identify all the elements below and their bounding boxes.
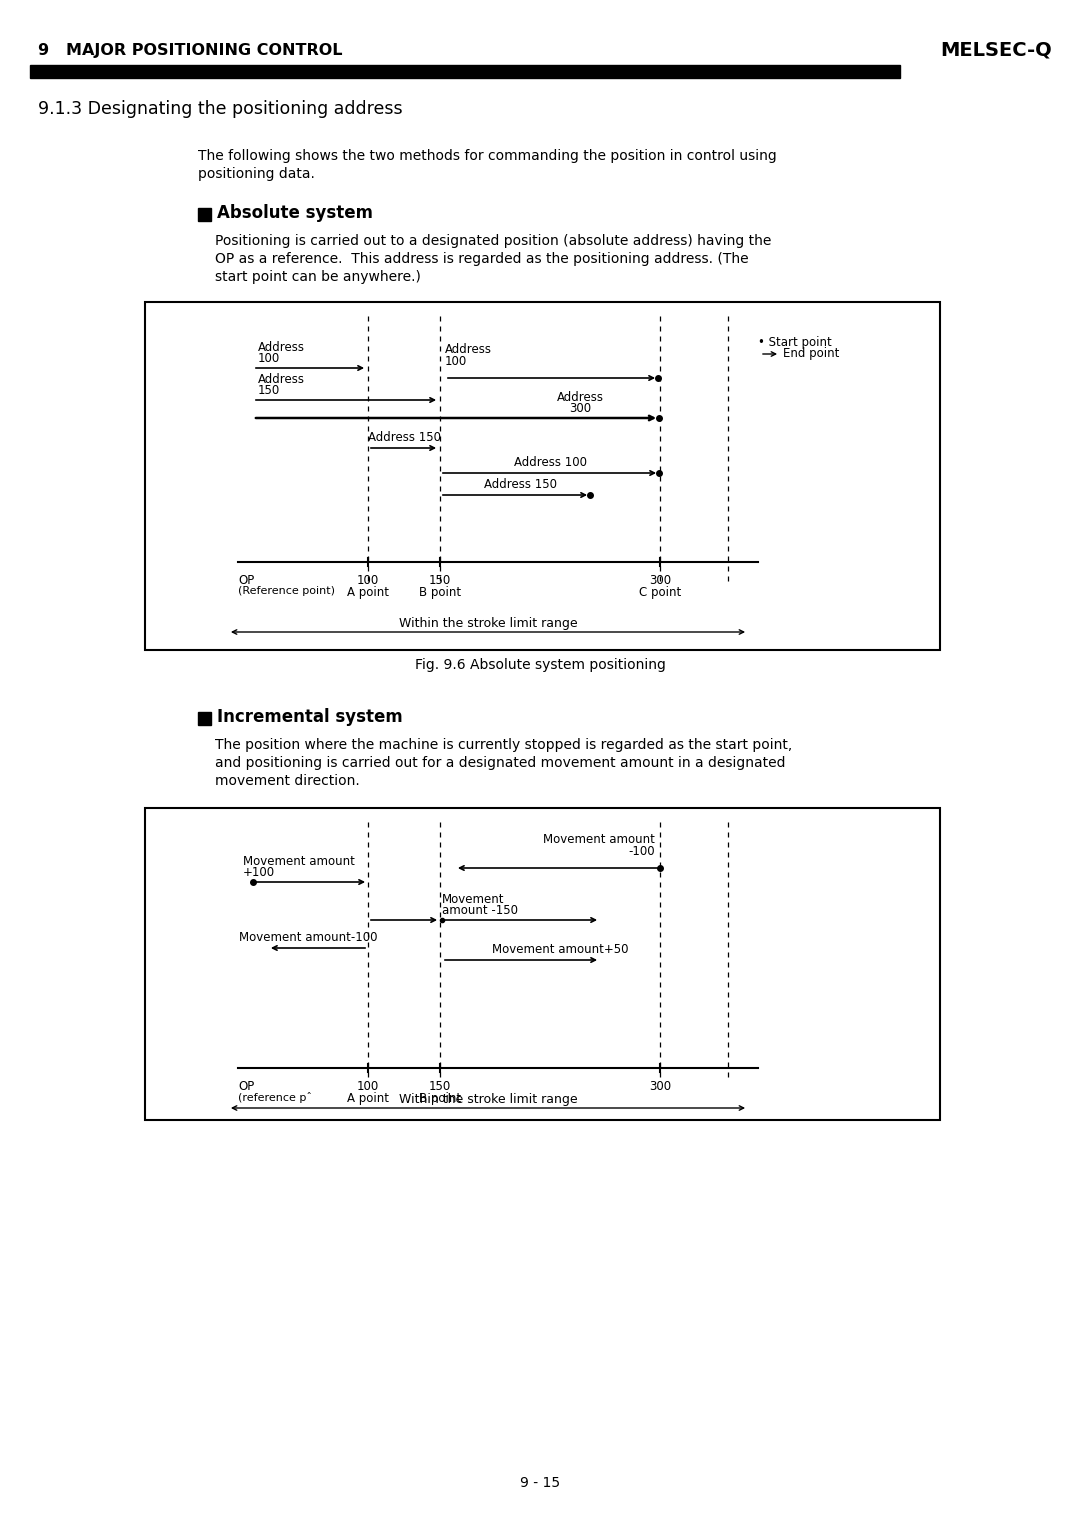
Text: 150: 150	[258, 384, 280, 397]
Text: 100: 100	[445, 354, 468, 368]
Text: Movement: Movement	[442, 892, 504, 906]
Text: OP: OP	[238, 575, 254, 587]
Text: Movement amount: Movement amount	[243, 856, 355, 868]
Text: Address: Address	[258, 341, 305, 354]
Text: Incremental system: Incremental system	[217, 707, 403, 726]
Text: • Start point: • Start point	[758, 336, 832, 348]
Text: Within the stroke limit range: Within the stroke limit range	[399, 617, 578, 630]
Text: The position where the machine is currently stopped is regarded as the start poi: The position where the machine is curren…	[215, 738, 793, 752]
Text: MELSEC-Q: MELSEC-Q	[941, 41, 1052, 60]
Text: Movement amount-100: Movement amount-100	[239, 931, 377, 944]
Text: A point: A point	[347, 1093, 389, 1105]
Text: End point: End point	[783, 347, 839, 361]
Text: 9   MAJOR POSITIONING CONTROL: 9 MAJOR POSITIONING CONTROL	[38, 43, 342, 58]
Text: +100: +100	[243, 866, 275, 879]
Text: Movement amount: Movement amount	[543, 833, 654, 847]
Text: 300: 300	[649, 575, 671, 587]
Text: Address 100: Address 100	[513, 455, 586, 469]
Text: movement direction.: movement direction.	[215, 775, 360, 788]
Text: A point: A point	[347, 587, 389, 599]
Text: -100: -100	[629, 845, 654, 859]
Text: B point: B point	[419, 587, 461, 599]
Bar	[145, 808, 940, 1120]
Text: positioning data.: positioning data.	[198, 167, 315, 180]
Text: OP: OP	[238, 1080, 254, 1093]
Text: Address 150: Address 150	[484, 478, 556, 490]
Text: Address: Address	[556, 391, 604, 403]
Bar	[198, 712, 211, 724]
Text: 300: 300	[649, 1080, 671, 1093]
Text: Address 150: Address 150	[367, 431, 441, 445]
Text: 100: 100	[258, 351, 280, 365]
Text: Movement amount+50: Movement amount+50	[491, 943, 629, 957]
Text: Within the stroke limit range: Within the stroke limit range	[399, 1093, 578, 1106]
Text: The following shows the two methods for commanding the position in control using: The following shows the two methods for …	[198, 150, 777, 163]
Text: OP as a reference.  This address is regarded as the positioning address. (The: OP as a reference. This address is regar…	[215, 252, 748, 266]
Text: start point can be anywhere.): start point can be anywhere.)	[215, 270, 421, 284]
Text: and positioning is carried out for a designated movement amount in a designated: and positioning is carried out for a des…	[215, 756, 785, 770]
Bar	[30, 66, 900, 78]
Text: (reference pˆ: (reference pˆ	[238, 1093, 312, 1103]
Text: 9 - 15: 9 - 15	[519, 1476, 561, 1490]
Bar	[145, 303, 940, 649]
Text: C point: C point	[639, 587, 681, 599]
Text: Address: Address	[445, 342, 492, 356]
Text: Absolute system: Absolute system	[217, 205, 373, 222]
Text: 300: 300	[569, 402, 591, 416]
Text: Positioning is carried out to a designated position (absolute address) having th: Positioning is carried out to a designat…	[215, 234, 771, 248]
Text: 150: 150	[429, 1080, 451, 1093]
Text: B point: B point	[419, 1093, 461, 1105]
Bar	[198, 208, 211, 222]
Text: amount -150: amount -150	[442, 905, 518, 917]
Text: 150: 150	[429, 575, 451, 587]
Text: (Reference point): (Reference point)	[238, 587, 335, 596]
Text: 100: 100	[356, 575, 379, 587]
Text: Fig. 9.6 Absolute system positioning: Fig. 9.6 Absolute system positioning	[415, 659, 665, 672]
Text: 9.1.3 Designating the positioning address: 9.1.3 Designating the positioning addres…	[38, 99, 403, 118]
Text: Address: Address	[258, 373, 305, 387]
Text: 100: 100	[356, 1080, 379, 1093]
